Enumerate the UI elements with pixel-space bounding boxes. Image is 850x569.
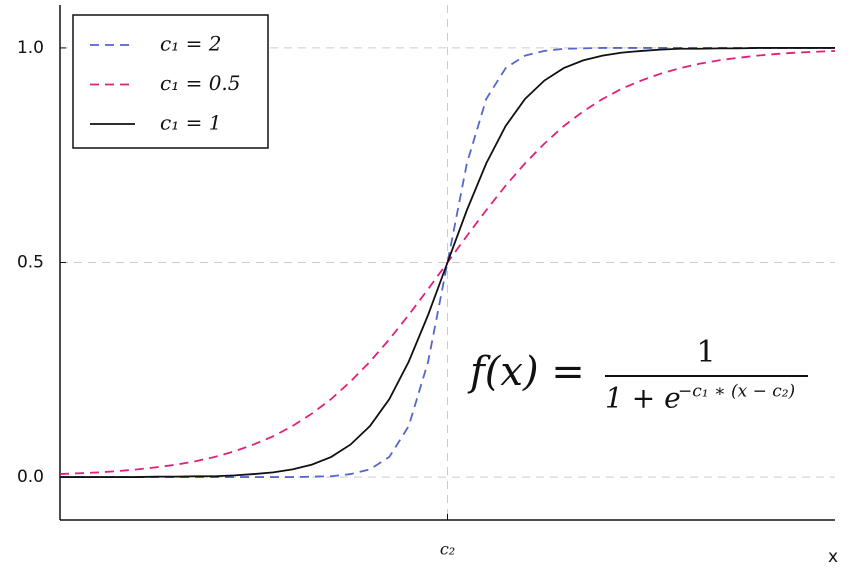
formula-exponent: −c₁ ∗ (x − c₂) bbox=[678, 382, 795, 402]
y-tick-label: 0.5 bbox=[17, 253, 44, 273]
legend-label: c₁ = 1 bbox=[160, 111, 221, 135]
x-axis-label: x bbox=[828, 547, 838, 567]
formula: f(x) = 1 1 + e −c₁ ∗ (x − c₂) bbox=[467, 335, 808, 415]
legend: c₁ = 2 c₁ = 0.5 c₁ = 1 bbox=[72, 14, 269, 149]
formula-denominator: 1 + e bbox=[605, 382, 681, 415]
formula-numerator: 1 bbox=[696, 335, 715, 370]
formula-lhs: f(x) = bbox=[467, 349, 585, 395]
series-line bbox=[60, 47, 835, 478]
y-tick-label: 1.0 bbox=[17, 38, 44, 58]
legend-label: c₁ = 2 bbox=[160, 32, 221, 56]
legend-box bbox=[72, 14, 269, 149]
y-tick-label: 0.0 bbox=[17, 467, 44, 487]
x-tick-label: c₂ bbox=[440, 540, 455, 559]
legend-label: c₁ = 0.5 bbox=[160, 71, 241, 95]
